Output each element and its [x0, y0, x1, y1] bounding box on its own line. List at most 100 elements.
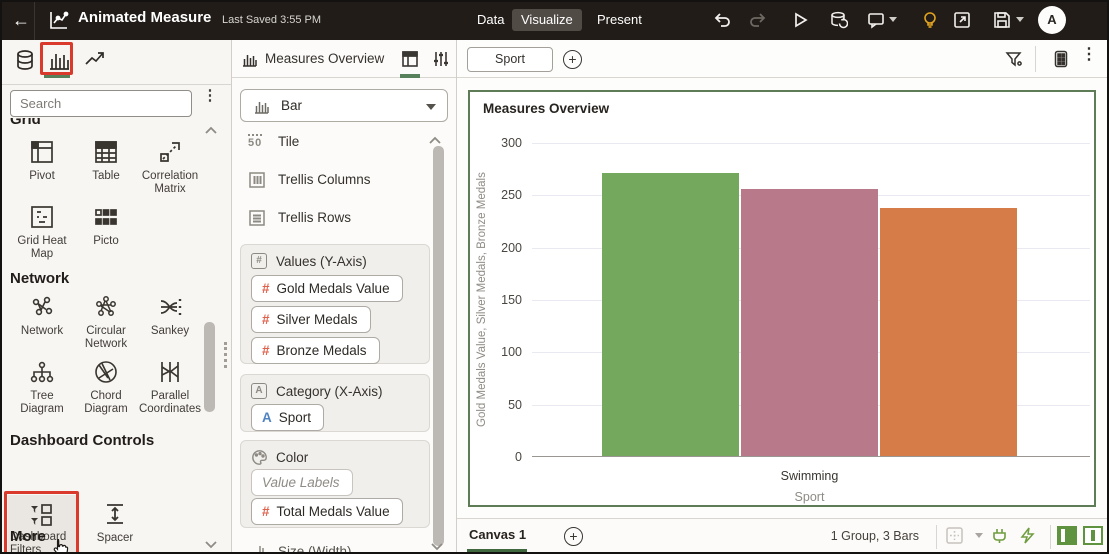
option-tile[interactable]: 50 Tile — [248, 133, 300, 151]
bar-silver-medals[interactable] — [741, 189, 878, 456]
scroll-down-chevron-icon[interactable] — [204, 536, 218, 549]
comments-caret-icon[interactable] — [889, 17, 897, 22]
viz-type-value: Bar — [281, 98, 303, 113]
tab-visualize[interactable]: Visualize — [512, 9, 582, 31]
canvas-settings-icon[interactable] — [1052, 50, 1070, 68]
left-panel-scrollbar[interactable] — [204, 322, 215, 412]
properties-tab-icon[interactable] — [432, 50, 450, 68]
layout-center-panel-icon[interactable] — [1083, 526, 1103, 545]
dashboard-controls-header: Dashboard Controls — [10, 432, 155, 449]
attribute-a-icon: A — [262, 410, 272, 425]
back-icon[interactable]: ← — [12, 10, 30, 30]
number-hash-icon: # — [262, 343, 270, 358]
viz-type-table[interactable]: Table — [73, 138, 139, 183]
canvas-tab[interactable]: Canvas 1 — [469, 527, 527, 542]
viz-type-spacer[interactable]: Spacer — [82, 500, 148, 545]
analytics-tab-icon[interactable] — [82, 47, 108, 73]
hand-cursor — [49, 537, 71, 554]
bar-chart-visualization[interactable]: Measures Overview Gold Medals Value, Sil… — [468, 90, 1096, 507]
panel-tab-strip — [0, 40, 231, 85]
grammar-tab-underline — [400, 74, 420, 78]
viz-bar-icon — [241, 51, 258, 68]
viz-type-dashboard-filters[interactable]: Dashboard Filters — [8, 495, 76, 554]
avatar[interactable]: A — [1038, 6, 1066, 34]
search-input[interactable] — [10, 90, 192, 117]
plot-area — [532, 143, 1090, 457]
comments-icon[interactable] — [866, 10, 886, 30]
insights-lightbulb-icon[interactable] — [920, 10, 940, 30]
viz-type-correlation-matrix[interactable]: Correlation Matrix — [137, 138, 203, 196]
values-y-axis-drop-zone[interactable]: # Values (Y-Axis) # Gold Medals Value # Si… — [240, 244, 430, 364]
correlation-matrix-icon — [156, 138, 184, 166]
color-drop-zone[interactable]: Color Value Labels # Total Medals Value — [240, 440, 430, 528]
divider — [1035, 46, 1036, 72]
pill-gold-medals-value[interactable]: # Gold Medals Value — [251, 275, 403, 302]
panel-resize-handle[interactable] — [224, 342, 227, 368]
tab-present[interactable]: Present — [597, 12, 642, 27]
table-icon — [92, 138, 120, 166]
y-tick-label: 250 — [501, 188, 522, 203]
pill-silver-medals[interactable]: # Silver Medals — [251, 306, 371, 333]
category-x-axis-drop-zone[interactable]: A Category (X-Axis) A Sport — [240, 374, 430, 432]
grammar-scrollbar[interactable] — [433, 146, 444, 546]
bar-gold-medals-value[interactable] — [602, 173, 739, 456]
select-caret-icon — [426, 104, 436, 110]
save-caret-icon[interactable] — [1016, 17, 1024, 22]
option-trellis-rows[interactable]: Trellis Rows — [240, 206, 440, 232]
grammar-scroll-down-icon[interactable] — [430, 538, 444, 551]
filter-bar: Sport + ⋮ — [457, 40, 1109, 78]
viz-type-pivot[interactable]: Pivot — [9, 138, 75, 183]
viz-type-tree-diagram[interactable]: Tree Diagram — [9, 358, 75, 416]
preview-play-icon[interactable] — [790, 10, 810, 30]
viz-type-parallel-coordinates[interactable]: Parallel Coordinates — [137, 358, 203, 416]
canvas-status-bar: Canvas 1 + 1 Group, 3 Bars — [457, 518, 1109, 554]
tab-data[interactable]: Data — [477, 12, 505, 27]
grammar-tab-icon[interactable] — [401, 50, 419, 68]
scroll-up-chevron-icon[interactable] — [204, 122, 218, 134]
save-icon[interactable] — [992, 10, 1012, 30]
filter-funnel-icon[interactable] — [1005, 50, 1023, 68]
undo-icon[interactable] — [712, 10, 732, 30]
viz-type-network[interactable]: Network — [9, 293, 75, 338]
chord-diagram-icon — [92, 358, 120, 386]
trellis-rows-icon — [248, 209, 266, 227]
open-in-window-icon[interactable] — [952, 10, 972, 30]
data-tab-icon[interactable] — [12, 47, 38, 73]
canvas-area: Sport + ⋮ Measures Overview Gold Medals … — [457, 40, 1109, 554]
viz-type-circular-network[interactable]: Circular Network — [73, 293, 139, 351]
option-trellis-columns[interactable]: Trellis Columns — [240, 168, 440, 194]
panel-kebab-icon[interactable]: ⋮ — [202, 87, 218, 104]
add-filter-icon[interactable]: + — [563, 50, 582, 69]
viz-type-picto[interactable]: Picto — [73, 203, 139, 248]
color-label: Color — [276, 450, 309, 465]
bar-bronze-medals[interactable] — [880, 207, 1017, 456]
y-tick-label: 200 — [501, 240, 522, 255]
viz-type-chord-diagram[interactable]: Chord Diagram — [73, 358, 139, 416]
brush-plug-icon[interactable] — [990, 526, 1009, 545]
divider — [1050, 525, 1051, 549]
add-canvas-icon[interactable]: + — [564, 527, 583, 546]
x-axis-title: Sport — [794, 490, 825, 504]
lightning-icon[interactable] — [1018, 526, 1037, 545]
pill-total-medals-value[interactable]: # Total Medals Value — [251, 498, 403, 525]
x-category-label: Swimming — [780, 469, 839, 483]
tile-icon: 50 — [248, 133, 270, 151]
tree-diagram-icon — [28, 358, 56, 386]
refresh-data-icon[interactable] — [828, 10, 848, 30]
pill-sport[interactable]: A Sport — [251, 404, 325, 431]
grammar-scroll-up-icon[interactable] — [428, 132, 442, 144]
filter-chip-sport[interactable]: Sport — [467, 47, 553, 72]
grid-section-header-clipped: Grid — [10, 118, 41, 128]
divider — [936, 525, 937, 549]
pill-bronze-medals[interactable]: # Bronze Medals — [251, 337, 380, 364]
category-label: Category (X-Axis) — [276, 384, 383, 399]
color-placeholder[interactable]: Value Labels — [251, 469, 353, 496]
visualizations-tab-icon[interactable] — [46, 47, 72, 73]
viz-type-sankey[interactable]: Sankey — [137, 293, 203, 338]
grid-snap-caret-icon — [975, 533, 983, 538]
viz-type-select[interactable]: Bar — [240, 89, 448, 122]
canvas-kebab-icon[interactable]: ⋮ — [1081, 46, 1097, 63]
viz-type-grid-heat-map[interactable]: Grid Heat Map — [9, 203, 75, 261]
layout-left-panel-icon[interactable] — [1057, 526, 1077, 545]
grammar-panel-header: Measures Overview — [232, 40, 456, 78]
